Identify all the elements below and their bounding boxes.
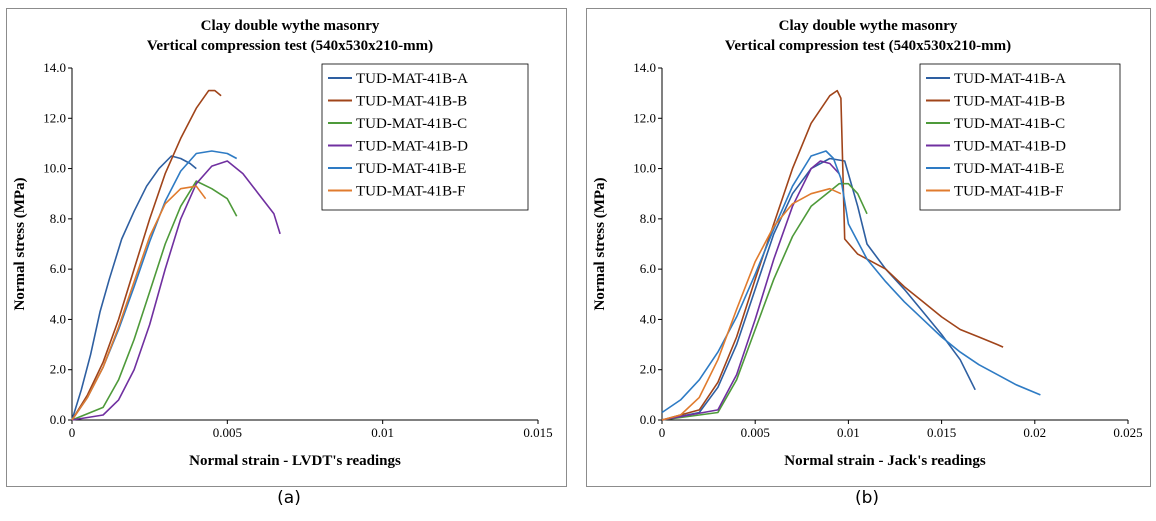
x-tick-label: 0 [659,425,666,440]
series-line-tud-mat-41b-b [71,89,222,421]
y-tick-label: 12.0 [633,110,656,125]
legend-label: TUD-MAT-41B-D [954,139,1066,155]
legend-box [321,63,529,211]
chart-subtitle: Vertical compression test (540x530x210-m… [725,38,1011,54]
legend-label: TUD-MAT-41B-F [954,184,1063,200]
y-tick-label: 10.0 [633,161,656,176]
y-tick-label: 0.0 [640,412,656,427]
series-line-tud-mat-41b-a [661,157,976,421]
legend-box [919,63,1121,211]
y-tick-label: 8.0 [640,211,656,226]
panel-b: Clay double wythe masonry Vertical compre… [578,0,1156,521]
legend-label: TUD-MAT-41B-E [356,161,466,177]
panel-b-caption: (b) [854,488,880,508]
panel-a: Clay double wythe masonry Vertical compre… [6,8,567,508]
y-tick-label: 10.0 [43,161,66,176]
y-tick-label: 14.0 [43,60,66,75]
x-axis-title: Normal strain - Jack's readings [784,453,986,469]
series-line-tud-mat-41b-b [661,89,1004,421]
x-tick-label: 0.02 [1023,425,1046,440]
legend-label: TUD-MAT-41B-B [356,94,467,110]
series-line-tud-mat-41b-d [71,160,281,421]
series-line-tud-mat-41b-f [71,185,207,421]
y-tick-label: 6.0 [50,261,66,276]
y-tick-label: 2.0 [50,362,66,377]
y-tick-label: 12.0 [43,110,66,125]
series-line-tud-mat-41b-d [661,160,840,421]
x-tick-label: 0.005 [213,425,242,440]
legend-label: TUD-MAT-41B-A [954,71,1066,87]
y-tick-label: 4.0 [50,311,66,326]
legend-label: TUD-MAT-41B-D [356,139,468,155]
chart-a-svg: Clay double wythe masonry Vertical compre… [6,8,567,487]
y-tick-label: 6.0 [640,261,656,276]
y-tick-label: 0.0 [50,412,66,427]
legend-label: TUD-MAT-41B-B [954,94,1065,110]
y-axis-title: Normal stress (MPa) [592,177,608,310]
chart-title: Clay double wythe masonry [779,18,958,34]
x-tick-label: 0.015 [927,425,956,440]
y-tick-label: 4.0 [640,311,656,326]
legend-label: TUD-MAT-41B-C [954,116,1065,132]
chart-subtitle: Vertical compression test (540x530x210-m… [147,38,433,54]
series-line-tud-mat-41b-c [71,180,238,421]
x-tick-label: 0 [69,425,76,440]
series-line-tud-mat-41b-e [661,150,1041,414]
legend-label: TUD-MAT-41B-A [356,71,468,87]
legend-label: TUD-MAT-41B-C [356,116,467,132]
series-line-tud-mat-41b-a [71,155,197,421]
x-tick-label: 0.01 [837,425,860,440]
x-tick-label: 0.01 [371,425,394,440]
y-tick-label: 8.0 [50,211,66,226]
legend-label: TUD-MAT-41B-F [356,184,465,200]
series-line-tud-mat-41b-f [661,187,842,421]
y-tick-label: 14.0 [633,60,656,75]
series-line-tud-mat-41b-c [661,182,868,421]
y-axis-title: Normal stress (MPa) [12,177,28,310]
chart-b-svg: Clay double wythe masonry Vertical compre… [586,8,1151,487]
x-tick-label: 0.025 [1113,425,1142,440]
panel-a-caption: (a) [277,488,301,508]
x-axis-title: Normal strain - LVDT's readings [189,453,401,469]
x-tick-label: 0.005 [741,425,770,440]
chart-title: Clay double wythe masonry [201,18,380,34]
y-tick-label: 2.0 [640,362,656,377]
legend-label: TUD-MAT-41B-E [954,161,1064,177]
x-tick-label: 0.015 [523,425,552,440]
